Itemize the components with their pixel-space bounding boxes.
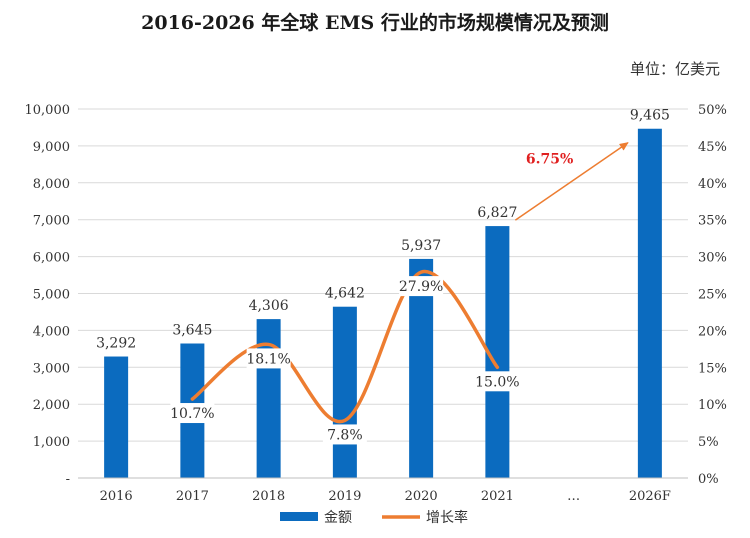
x-tick-label: … bbox=[567, 489, 580, 504]
y-right-tick-label: 45% bbox=[698, 140, 727, 155]
y-right-tick-label: 0% bbox=[698, 472, 719, 487]
y-right-tick-label: 25% bbox=[698, 288, 727, 303]
bar-value-label: 3,645 bbox=[172, 322, 212, 338]
bar-value-label: 5,937 bbox=[401, 238, 441, 254]
axes: - 1,000 2,000 3,000 4,000 5,000 6,000 7,000 8,00… bbox=[25, 103, 727, 504]
y-right-tick-label: 40% bbox=[698, 177, 727, 192]
cagr-label: 6.75% bbox=[526, 151, 573, 167]
x-tick-label: 2020 bbox=[405, 489, 438, 504]
bar bbox=[332, 306, 357, 478]
line-value-label: 10.7% bbox=[170, 406, 214, 422]
bar-value-label: 4,306 bbox=[249, 298, 289, 314]
bar bbox=[104, 356, 129, 478]
x-tick-label: 2016 bbox=[100, 489, 133, 504]
x-tick-label: 2017 bbox=[176, 489, 209, 504]
legend-label-bar: 金额 bbox=[324, 510, 352, 526]
unit-note: 单位：亿美元 bbox=[629, 60, 720, 78]
bar-series bbox=[104, 128, 662, 478]
y-right-tick-label: 15% bbox=[698, 361, 727, 376]
line-label-bg bbox=[322, 424, 367, 445]
y-right-tick-label: 30% bbox=[698, 251, 727, 266]
line-value-label: 18.1% bbox=[246, 351, 290, 367]
y-right-tick-label: 20% bbox=[698, 324, 727, 339]
bar-value-label: 3,292 bbox=[96, 336, 136, 352]
y-left-tick-label: 8,000 bbox=[33, 177, 70, 192]
y-right-tick-label: 50% bbox=[698, 103, 727, 118]
y-left-tick-label: 10,000 bbox=[25, 103, 71, 118]
bar bbox=[637, 128, 662, 478]
line-label-bg bbox=[170, 403, 215, 424]
y-left-tick-label: 3,000 bbox=[33, 361, 70, 376]
line-label-bg bbox=[246, 348, 291, 369]
x-tick-label: 2018 bbox=[252, 489, 285, 504]
y-right-tick-label: 10% bbox=[698, 398, 727, 413]
chart-title: 2016-2026 年全球 EMS 行业的市场规模情况及预测 bbox=[141, 12, 609, 34]
legend-label-line: 增长率 bbox=[426, 509, 468, 526]
y-left-tick-label: 6,000 bbox=[33, 251, 70, 266]
bar-value-label: 6,827 bbox=[477, 205, 517, 221]
y-right-tick-label: 5% bbox=[698, 435, 719, 450]
y-left-tick-label: 5,000 bbox=[33, 288, 70, 303]
y-left-tick-label: - bbox=[66, 472, 70, 487]
x-tick-label: 2021 bbox=[481, 489, 514, 504]
data-labels: 3,292 3,645 4,306 4,642 5,937 6,827 9,465 10.7%… bbox=[96, 108, 670, 445]
cagr-arrow bbox=[514, 142, 629, 221]
y-left-tick-label: 7,000 bbox=[33, 214, 70, 229]
line-value-label: 7.8% bbox=[327, 427, 363, 443]
y-left-tick-label: 2,000 bbox=[33, 398, 70, 413]
line-label-bg bbox=[399, 276, 444, 297]
y-left-tick-label: 1,000 bbox=[33, 435, 70, 450]
gridlines bbox=[78, 108, 688, 442]
legend: 金额 增长率 bbox=[280, 509, 468, 526]
x-tick-label: 2019 bbox=[328, 489, 361, 504]
y-left-tick-label: 4,000 bbox=[33, 324, 70, 339]
line-value-label: 15.0% bbox=[475, 374, 519, 390]
y-right-tick-label: 35% bbox=[698, 214, 727, 229]
bar-value-label: 9,465 bbox=[630, 108, 670, 124]
legend-swatch-bar bbox=[280, 512, 318, 521]
line-value-label: 27.9% bbox=[399, 279, 443, 295]
x-tick-label: 2026F bbox=[629, 489, 671, 504]
line-label-bg bbox=[475, 371, 520, 392]
bar-value-label: 4,642 bbox=[325, 286, 365, 302]
y-left-tick-label: 9,000 bbox=[33, 140, 70, 155]
